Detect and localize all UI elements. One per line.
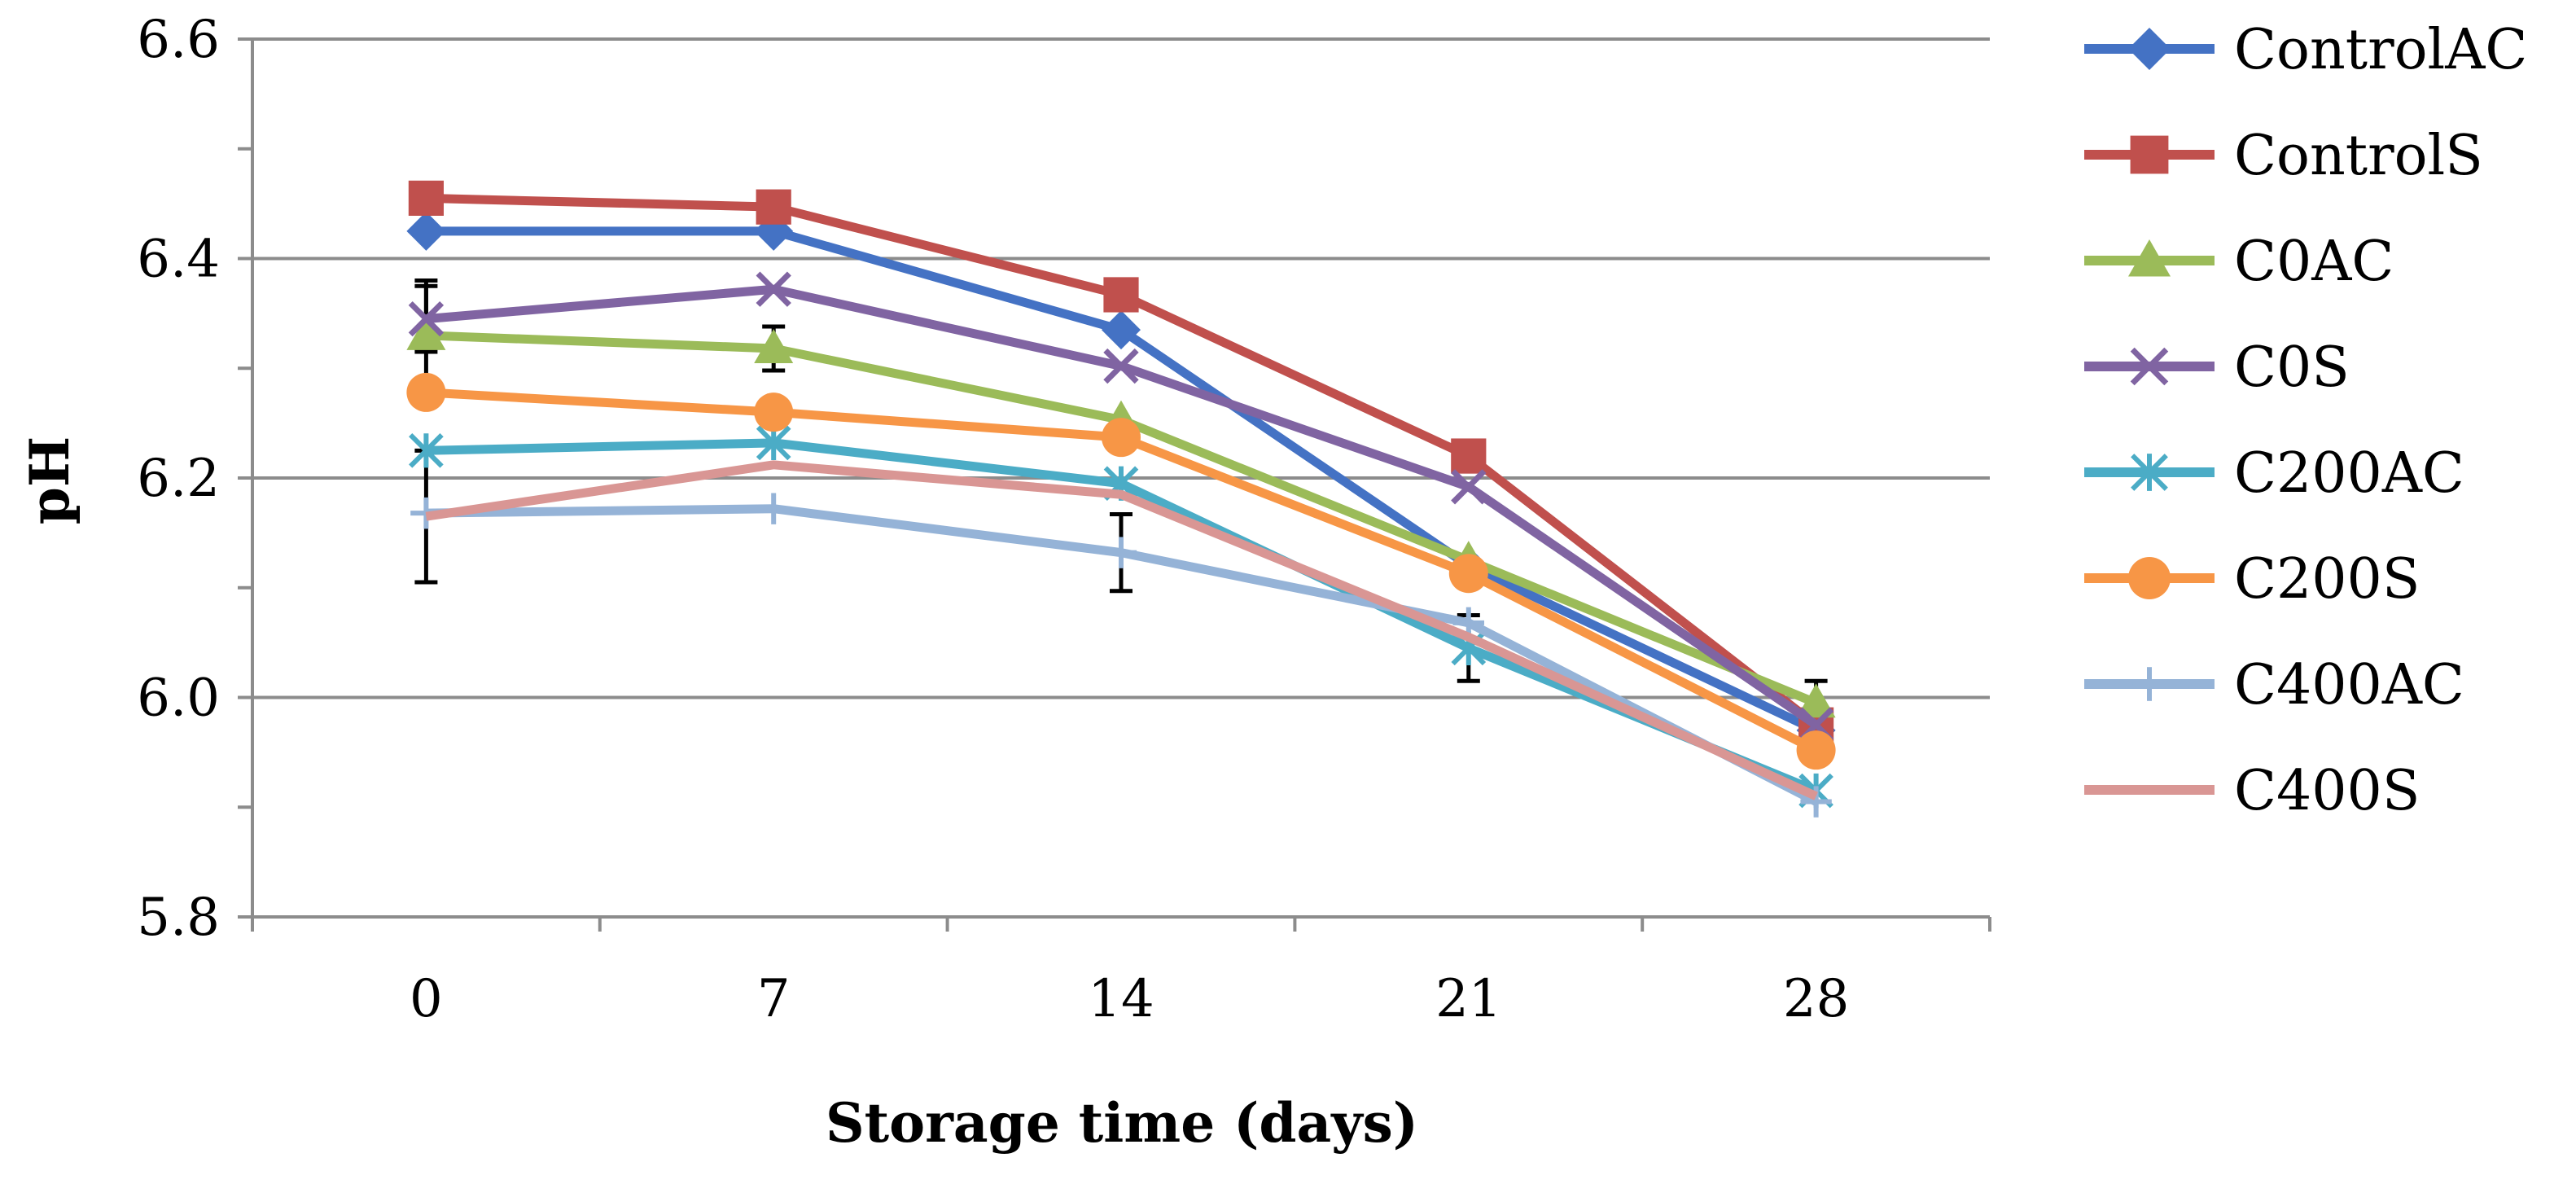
marker-circle: [2128, 557, 2171, 599]
marker-triangle: [754, 328, 794, 363]
marker-plus: [1800, 786, 1832, 818]
series-lines: [406, 180, 1836, 818]
legend-label: ControlAC: [2234, 18, 2527, 82]
legend-item: C200S: [2084, 547, 2420, 612]
marker-diamond: [1102, 310, 1141, 350]
x-tick-label: 14: [1088, 969, 1154, 1029]
x-tick-label: 7: [757, 969, 791, 1029]
series-c400s: [425, 460, 1818, 800]
legend-label: C200AC: [2234, 441, 2464, 506]
marker-star: [2131, 454, 2168, 491]
legend-item: ControlS: [2084, 124, 2483, 188]
legend-label: ControlS: [2234, 124, 2483, 188]
marker-plus: [2132, 667, 2166, 701]
legend-item: C400S: [2084, 759, 2420, 823]
marker-circle: [754, 392, 794, 432]
marker-diamond: [2128, 28, 2171, 70]
series-line-c400s: [425, 460, 1818, 800]
legend-item: C400AC: [2084, 653, 2464, 717]
marker-plus: [1105, 537, 1137, 568]
y-tick-label: 5.8: [137, 888, 220, 948]
y-axis-title: pH: [18, 436, 81, 525]
legend-label: C0S: [2234, 335, 2350, 400]
marker-x: [1451, 469, 1487, 505]
marker-triangle: [406, 315, 446, 350]
y-tick-label: 6.0: [137, 669, 220, 729]
marker-square: [2130, 135, 2169, 174]
y-tick-label: 6.6: [137, 10, 220, 70]
legend-item: C0AC: [2084, 230, 2394, 294]
legend-label: C0AC: [2234, 230, 2394, 294]
x-tick-label: 28: [1783, 969, 1849, 1029]
marker-x: [756, 271, 791, 307]
marker-diamond: [406, 211, 446, 251]
marker-circle: [1448, 554, 1488, 594]
tick-labels: 6.6 6.4 6.2 6.0 5.8 0 7 14 21 28: [137, 10, 1849, 1029]
marker-circle: [1796, 730, 1836, 770]
marker-square: [1103, 277, 1139, 313]
legend-item: C200AC: [2084, 441, 2464, 506]
marker-triangle: [1796, 683, 1836, 718]
legend-label: C400S: [2234, 759, 2420, 823]
marker-square: [756, 189, 791, 225]
marker-square: [408, 180, 444, 216]
marker-square: [1451, 438, 1487, 474]
legend-item: C0S: [2084, 335, 2350, 400]
marker-circle: [406, 372, 446, 412]
y-tick-label: 6.2: [137, 449, 220, 509]
x-tick-label: 0: [410, 969, 443, 1029]
series-c400ac: [410, 493, 1832, 818]
x-axis-title: Storage time (days): [826, 1091, 1418, 1155]
marker-star: [409, 432, 444, 468]
axes: [238, 37, 1991, 932]
marker-x: [408, 300, 445, 337]
marker-x: [1103, 348, 1139, 384]
x-tick-label: 21: [1435, 969, 1501, 1029]
legend-label: C200S: [2234, 547, 2420, 612]
marker-plus: [758, 493, 790, 524]
marker-triangle: [2128, 239, 2171, 277]
y-tick-label: 6.4: [137, 230, 220, 290]
legend-item: ControlAC: [2084, 18, 2527, 82]
series-controls: [408, 180, 1834, 743]
marker-circle: [1102, 418, 1141, 458]
series-c200s: [406, 372, 1836, 770]
marker-x: [2130, 347, 2169, 386]
series-c0s: [408, 271, 1834, 743]
legend: ControlAC ControlS C0AC C0S C200AC C200S C400A…: [2084, 18, 2527, 823]
legend-label: C400AC: [2234, 653, 2464, 717]
